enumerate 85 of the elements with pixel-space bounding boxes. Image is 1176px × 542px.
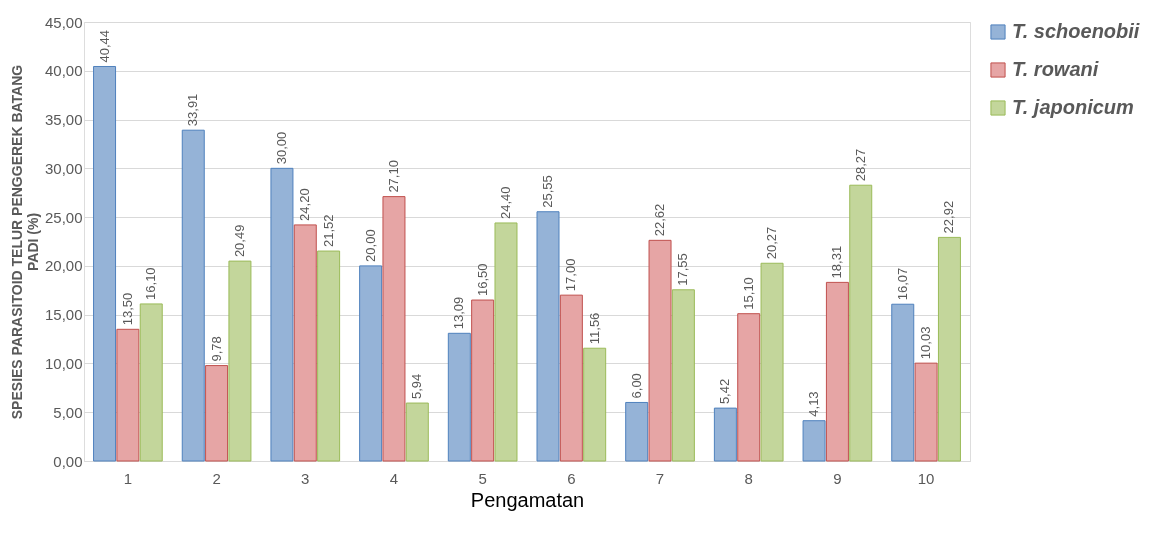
data-label: 15,10	[740, 277, 756, 310]
data-label: 20,49	[231, 224, 247, 258]
x-tick-label: 9	[833, 469, 842, 487]
bar	[359, 265, 383, 462]
bar	[93, 65, 117, 462]
data-label: 40,44	[96, 29, 112, 63]
data-label: 17,00	[563, 258, 579, 292]
data-label: 22,62	[652, 203, 668, 237]
bar	[914, 362, 938, 462]
data-label: 17,55	[675, 253, 691, 286]
data-label: 13,09	[451, 296, 467, 330]
bar	[713, 407, 737, 462]
bar	[205, 365, 229, 462]
bar	[494, 222, 518, 462]
data-label: 24,20	[297, 188, 313, 221]
data-label: 10,03	[918, 326, 934, 360]
bar	[139, 303, 163, 462]
data-label: 5,94	[409, 373, 425, 400]
data-label: 6,00	[628, 373, 644, 399]
data-label: 9,78	[208, 336, 224, 362]
y-tick-label: 0,00	[53, 452, 83, 470]
y-axis-title: SPESIES PARASITOID TELUR PENGGEREK BATANG PADI (%)	[8, 64, 41, 420]
x-tick-label: 3	[301, 469, 310, 487]
x-tick-label: 10	[917, 469, 935, 487]
legend-label: T. rowani	[1012, 58, 1099, 80]
bar	[293, 224, 317, 462]
bar	[405, 402, 429, 462]
bar	[625, 401, 649, 462]
data-label: 33,91	[185, 93, 201, 127]
data-label: 21,52	[320, 214, 336, 248]
bar	[583, 347, 607, 462]
data-label: 5,42	[717, 378, 733, 405]
y-tick-label: 5,00	[53, 403, 83, 421]
data-label: 16,07	[894, 267, 910, 301]
bar	[760, 262, 784, 462]
bar	[471, 299, 495, 462]
x-tick-label: 6	[567, 469, 576, 487]
x-tick-label: 2	[212, 469, 221, 487]
bar	[891, 303, 915, 462]
y-tick-label: 25,00	[44, 208, 83, 226]
y-tick-label: 40,00	[44, 62, 83, 80]
bar	[447, 332, 471, 462]
data-label: 27,10	[385, 160, 401, 193]
bar	[802, 420, 826, 462]
bar	[536, 211, 560, 462]
x-axis-title: Pengamatan	[470, 488, 585, 511]
data-label: 13,50	[119, 292, 135, 326]
y-tick-label: 20,00	[44, 257, 83, 275]
bar	[317, 250, 341, 462]
bar	[849, 184, 873, 462]
legend-label: T. japonicum	[1012, 96, 1134, 118]
data-label: 16,50	[474, 263, 490, 297]
data-label: 30,00	[273, 131, 289, 165]
bar	[671, 289, 695, 462]
data-label: 28,27	[852, 148, 868, 182]
bar	[737, 313, 761, 462]
bar	[382, 196, 406, 462]
y-tick-label: 35,00	[44, 111, 83, 129]
data-label: 24,40	[497, 186, 513, 219]
y-tick-label: 45,00	[44, 13, 83, 31]
bar	[270, 167, 294, 462]
bar	[937, 236, 961, 462]
bar	[825, 281, 849, 462]
data-label: 4,13	[806, 391, 822, 417]
data-label: 20,27	[764, 226, 780, 260]
x-tick-label: 1	[123, 469, 133, 487]
x-tick-label: 8	[744, 469, 753, 487]
data-label: 11,56	[586, 312, 602, 345]
x-tick-label: 7	[655, 469, 665, 487]
legend-label: T. schoenobii	[1012, 20, 1140, 42]
bar	[181, 129, 205, 462]
bar	[228, 260, 252, 462]
x-tick-label: 4	[389, 469, 399, 487]
bar	[559, 294, 583, 462]
y-tick-label: 15,00	[44, 306, 83, 324]
data-label: 25,55	[540, 175, 556, 208]
y-tick-label: 30,00	[44, 159, 83, 177]
x-tick-label: 5	[478, 469, 487, 487]
y-tick-label: 10,00	[44, 354, 83, 372]
bar	[116, 328, 140, 462]
data-label: 22,92	[941, 200, 957, 234]
bar	[648, 239, 672, 462]
data-label: 20,00	[362, 229, 378, 262]
data-label: 18,31	[829, 245, 845, 279]
data-label: 16,10	[143, 267, 159, 300]
